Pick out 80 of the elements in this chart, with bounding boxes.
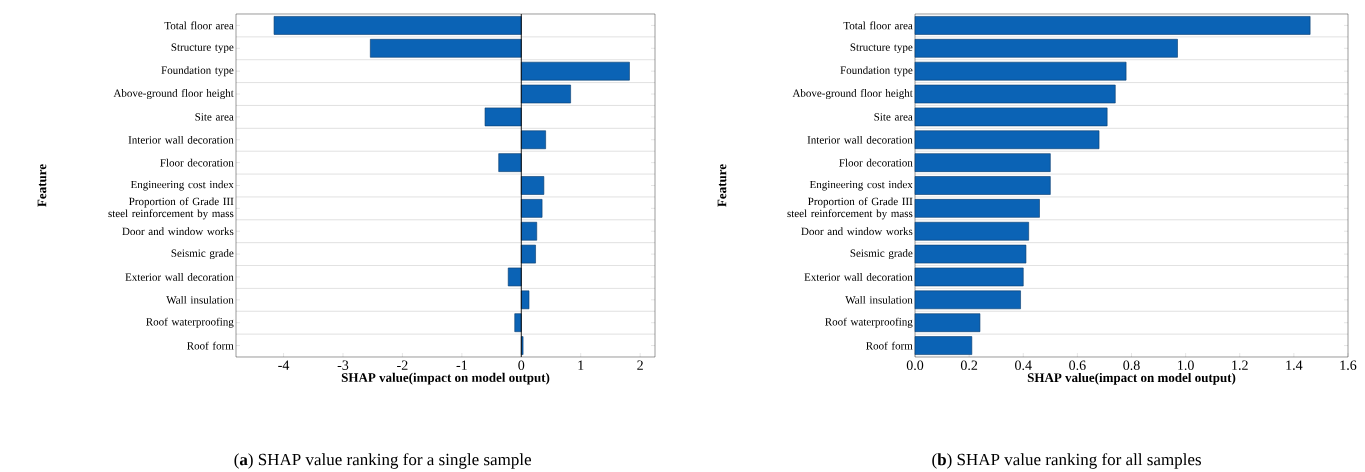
x-tick-label: -2 (397, 360, 408, 370)
bar (914, 336, 973, 355)
text: (a) SHAP value ranking for a single sample (234, 453, 532, 469)
y-tick-label: Roof form (187, 341, 234, 350)
bar (498, 153, 522, 172)
bar (914, 16, 1311, 35)
y-tick-label: Exterior wall decoration (804, 273, 913, 281)
y-tick-label: Roof waterproofing (825, 317, 913, 328)
y-tick-label: Roof form (866, 341, 913, 350)
bar (914, 107, 1108, 127)
bar (914, 38, 1178, 58)
y-tick-label: Total floor area (164, 21, 234, 30)
x-tick-label: 0.8 (1123, 360, 1140, 370)
x-tick-label: 2 (637, 360, 643, 370)
bar (484, 107, 522, 127)
y-tick-label: Above-ground floor height (113, 88, 234, 100)
y-tick-label: Structure type (850, 43, 913, 54)
y-axis-title: Feature (37, 164, 47, 207)
y-tick-label: Exterior wall decoration (125, 273, 234, 281)
x-tick-label: -3 (337, 360, 349, 370)
x-tick-label: -1 (456, 360, 467, 370)
y-tick-label: Interior wall decoration (807, 135, 913, 144)
y-tick-label: Seismic grade (171, 249, 234, 260)
bar (520, 244, 536, 264)
x-tick-label: 0.2 (960, 360, 978, 370)
y-tick-label: Proportion of Grade III steel reinforcement by mass (787, 197, 913, 220)
bar (914, 313, 981, 332)
bar (914, 267, 1024, 287)
y-tick-label: Foundation type (840, 66, 913, 77)
x-tick-label: 1.2 (1232, 360, 1248, 370)
y-tick-label: Above-ground floor height (792, 88, 913, 100)
bar (520, 130, 546, 150)
y-tick-label: Wall insulation (845, 295, 913, 304)
y-tick-label: Seismic grade (850, 249, 913, 260)
bar (914, 176, 1051, 195)
bar (914, 84, 1116, 104)
bar (514, 313, 522, 332)
bar (520, 61, 630, 81)
y-tick-label: Proportion of Grade III steel reinforcement by mass (108, 197, 234, 220)
x-tick-label: 1 (578, 360, 584, 370)
y-tick-label: Floor decoration (160, 158, 234, 167)
bar (914, 61, 1127, 81)
y-tick-label: Roof waterproofing (146, 317, 234, 328)
y-tick-label: Site area (195, 113, 234, 121)
x-tick-label: 0 (518, 360, 525, 370)
bar (914, 199, 1040, 218)
y-tick-label: Total floor area (843, 21, 913, 30)
x-tick-label: 0.4 (1015, 360, 1032, 370)
x-axis-title: SHAP value(impact on model output) (1027, 372, 1236, 385)
x-tick-label: 1.0 (1178, 360, 1194, 370)
y-tick-label: Structure type (171, 43, 234, 54)
bar (520, 199, 543, 218)
bar (914, 290, 1021, 310)
bar (914, 244, 1027, 264)
y-axis-title: Feature (717, 164, 727, 207)
y-tick-label: Wall insulation (166, 295, 234, 304)
y-tick-label: Floor decoration (839, 158, 913, 167)
x-tick-label: 1.6 (1340, 360, 1357, 370)
bar (370, 38, 522, 58)
y-tick-label: Site area (874, 113, 913, 121)
y-tick-label: Door and window works (122, 227, 234, 236)
y-tick-label: Interior wall decoration (128, 135, 234, 144)
x-tick-label: -4 (278, 360, 290, 370)
bar (520, 176, 545, 195)
bar (507, 267, 522, 287)
x-axis-title: SHAP value(impact on model output) (341, 372, 550, 385)
text: (b) SHAP value ranking for all samples (932, 453, 1201, 469)
bar (914, 221, 1029, 241)
bar (914, 130, 1100, 150)
y-tick-label: Door and window works (801, 227, 913, 236)
bar (520, 221, 538, 241)
x-tick-label: 0.0 (906, 360, 924, 370)
y-tick-label: Foundation type (161, 66, 234, 77)
x-tick-label: 1.4 (1286, 360, 1303, 370)
bar (520, 84, 571, 104)
bar (273, 16, 522, 35)
bar (914, 153, 1051, 172)
x-tick-label: 0.6 (1069, 360, 1086, 370)
y-tick-label: Engineering cost index (130, 180, 234, 191)
y-tick-label: Engineering cost index (809, 180, 913, 191)
